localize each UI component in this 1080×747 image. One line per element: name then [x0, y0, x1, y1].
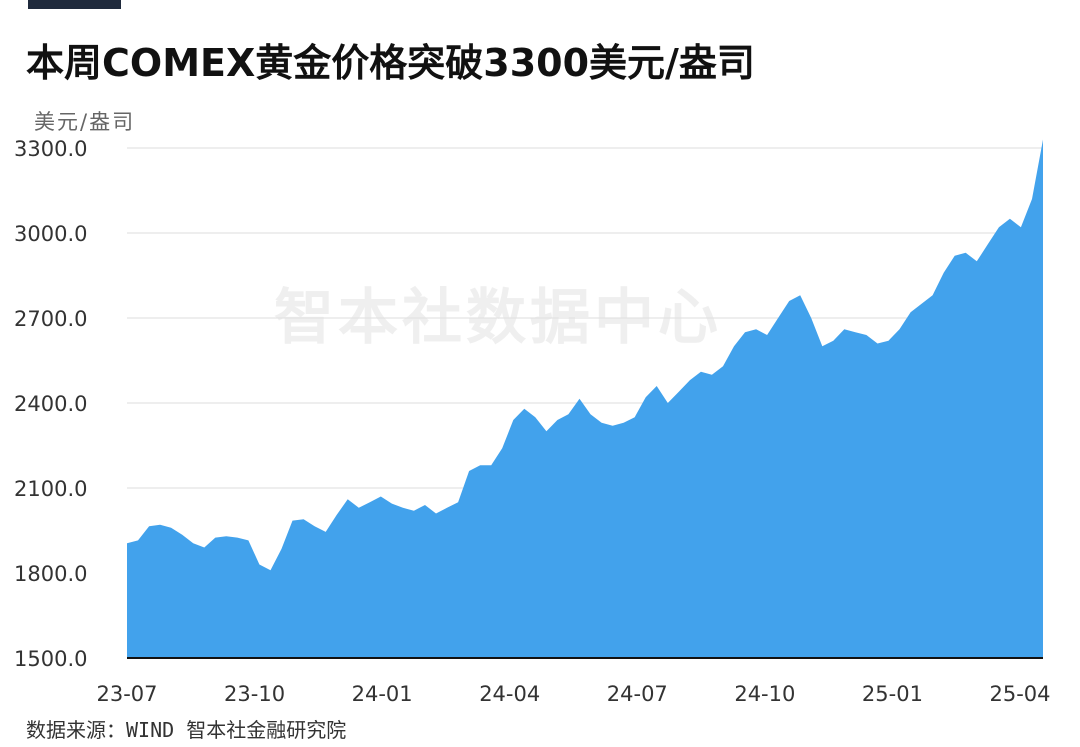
y-axis-unit-label: 美元/盎司 [34, 110, 136, 134]
x-tick-label: 23-07 [96, 682, 157, 706]
y-tick-label: 2400.0 [14, 392, 87, 416]
x-tick-label: 23-10 [224, 682, 285, 706]
x-tick-label: 25-01 [862, 682, 923, 706]
area-series [127, 139, 1043, 658]
y-tick-label: 3300.0 [14, 137, 87, 161]
x-axis-ticks: 23-07 23-10 24-01 24-04 24-07 24-10 25-01 25-04 [96, 682, 1050, 706]
chart-title: 本周COMEX黄金价格突破3300美元/盎司 [26, 41, 755, 85]
y-tick-label: 2100.0 [14, 477, 87, 501]
y-tick-label: 2700.0 [14, 307, 87, 331]
data-source-note: 数据来源：WIND 智本社金融研究院 [26, 718, 347, 742]
y-tick-label: 1800.0 [14, 562, 87, 586]
y-axis-ticks: 1500.0 1800.0 2100.0 2400.0 2700.0 3000.0 3300… [14, 137, 87, 671]
watermark-text: 智本社数据中心 [274, 283, 722, 353]
x-tick-label: 25-04 [989, 682, 1050, 706]
x-tick-label: 24-04 [479, 682, 540, 706]
x-tick-label: 24-07 [607, 682, 668, 706]
y-tick-label: 1500.0 [14, 647, 87, 671]
y-tick-label: 3000.0 [14, 222, 87, 246]
gold-price-area [127, 139, 1043, 658]
title-accent-bar [28, 0, 121, 9]
x-tick-label: 24-10 [734, 682, 795, 706]
x-tick-label: 24-01 [352, 682, 413, 706]
